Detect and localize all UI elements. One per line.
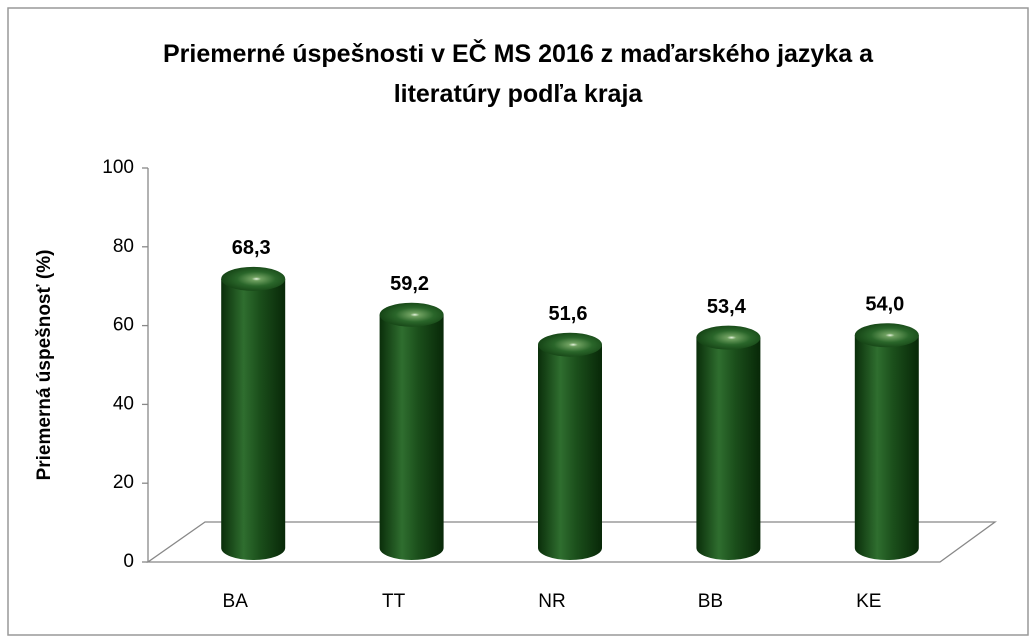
x-tick-label: NR — [538, 591, 565, 612]
bar — [854, 323, 919, 560]
data-label: 68,3 — [232, 237, 271, 259]
bar-cap — [696, 325, 761, 350]
bar-cap — [538, 332, 602, 357]
data-label: 54,0 — [865, 294, 904, 316]
bar-body — [221, 278, 286, 560]
y-tick-label: 40 — [113, 393, 134, 414]
chart-title: Priemerné úspešnosti v EČ MS 2016 z maďa… — [163, 40, 873, 108]
bar-cap — [854, 323, 919, 348]
y-tick-label: 100 — [102, 157, 134, 178]
y-tick-label: 80 — [113, 236, 134, 257]
bar — [221, 266, 286, 560]
x-tick-label: KE — [856, 591, 881, 612]
y-tick-label: 60 — [113, 315, 134, 336]
bar-body — [854, 335, 919, 560]
bar-cap — [221, 266, 286, 291]
y-axis-label: Priemerná úspešnosť (%) — [34, 250, 55, 481]
bar — [379, 302, 444, 560]
x-tick-label: BA — [223, 591, 249, 612]
data-label: 51,6 — [549, 303, 588, 325]
bar-cap — [379, 302, 444, 327]
bar-body — [379, 314, 444, 560]
y-tick-label: 0 — [123, 551, 134, 572]
data-label: 59,2 — [390, 273, 429, 295]
data-label: 53,4 — [707, 296, 747, 318]
x-tick-label: TT — [382, 591, 406, 612]
bar-body — [538, 344, 602, 560]
bar — [696, 325, 761, 560]
bar — [538, 332, 602, 560]
y-tick-label: 20 — [113, 472, 134, 493]
bar-body — [696, 337, 761, 560]
x-tick-label: BB — [698, 591, 723, 612]
